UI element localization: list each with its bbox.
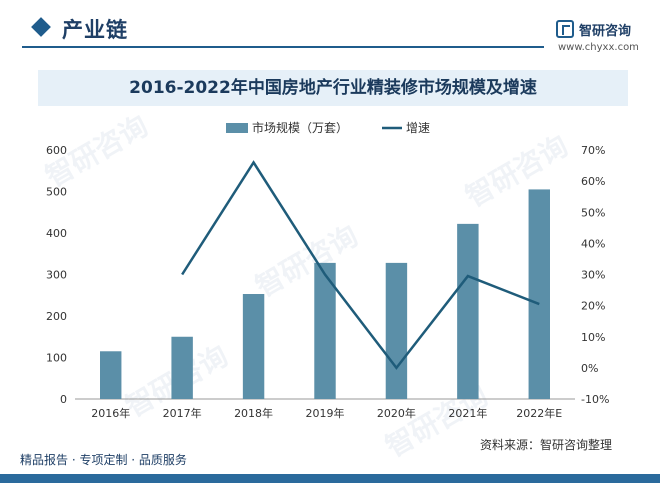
chart-title: 2016-2022年中国房地产行业精装修市场规模及增速 xyxy=(129,78,537,98)
left-axis-tick: 200 xyxy=(46,310,67,323)
x-axis-tick: 2022年E xyxy=(516,406,562,420)
diamond-icon xyxy=(31,17,51,37)
page-header: 产业链 智研咨询 www.chyxx.com xyxy=(0,0,660,62)
brand-logo: 智研咨询 www.chyxx.com xyxy=(556,18,656,58)
left-axis-tick: 100 xyxy=(46,352,67,365)
x-axis-tick: 2020年 xyxy=(377,406,416,420)
footer-tagline: 精品报告 · 专项定制 · 品质服务 xyxy=(20,453,187,467)
logo-name: 智研咨询 xyxy=(579,24,632,39)
right-axis-tick: -10% xyxy=(581,393,609,406)
left-axis-tick: 500 xyxy=(46,186,67,199)
growth-line xyxy=(181,160,540,370)
right-axis-tick: 0% xyxy=(581,362,598,375)
chart-title-band: 2016-2022年中国房地产行业精装修市场规模及增速 xyxy=(38,70,628,106)
left-axis-tick: 300 xyxy=(46,269,67,282)
x-axis-tick: 2017年 xyxy=(163,406,202,420)
legend-line-label: 增速 xyxy=(406,121,430,135)
bar xyxy=(528,189,550,399)
x-axis-tick: 2021年 xyxy=(448,406,487,420)
right-axis-tick: 50% xyxy=(581,206,605,219)
left-axis-tick: 600 xyxy=(46,144,67,157)
right-axis-tick: 10% xyxy=(581,331,605,344)
logo-icon xyxy=(556,20,574,38)
left-axis-tick: 400 xyxy=(46,227,67,240)
x-axis-tick: 2016年 xyxy=(91,406,130,420)
bar xyxy=(314,262,336,399)
legend-bar-label: 市场规模（万套） xyxy=(252,120,348,135)
footer-bar xyxy=(0,474,660,483)
right-axis-tick: 30% xyxy=(581,269,605,282)
left-axis-tick: 0 xyxy=(60,393,67,406)
source-note: 资料来源：智研咨询整理 xyxy=(480,438,613,452)
x-axis-tick: 2018年 xyxy=(234,406,273,420)
right-axis-tick: 20% xyxy=(581,300,605,313)
right-axis-tick: 70% xyxy=(581,144,605,157)
bar xyxy=(242,294,265,399)
legend-bar-swatch xyxy=(226,123,248,133)
x-axis-tick: 2019年 xyxy=(306,406,345,420)
header-divider xyxy=(22,46,544,48)
logo-url: www.chyxx.com xyxy=(558,42,639,53)
bar xyxy=(457,223,479,399)
bar xyxy=(171,336,193,399)
bar xyxy=(385,262,408,399)
section-title: 产业链 xyxy=(62,18,128,42)
right-axis-tick: 60% xyxy=(581,175,605,188)
chart: 市场规模（万套） 增速 0 100 200 300 400 500 600 -10% 0% 10% 20… xyxy=(46,120,609,420)
right-axis-tick: 40% xyxy=(581,237,605,250)
bar xyxy=(100,351,122,399)
